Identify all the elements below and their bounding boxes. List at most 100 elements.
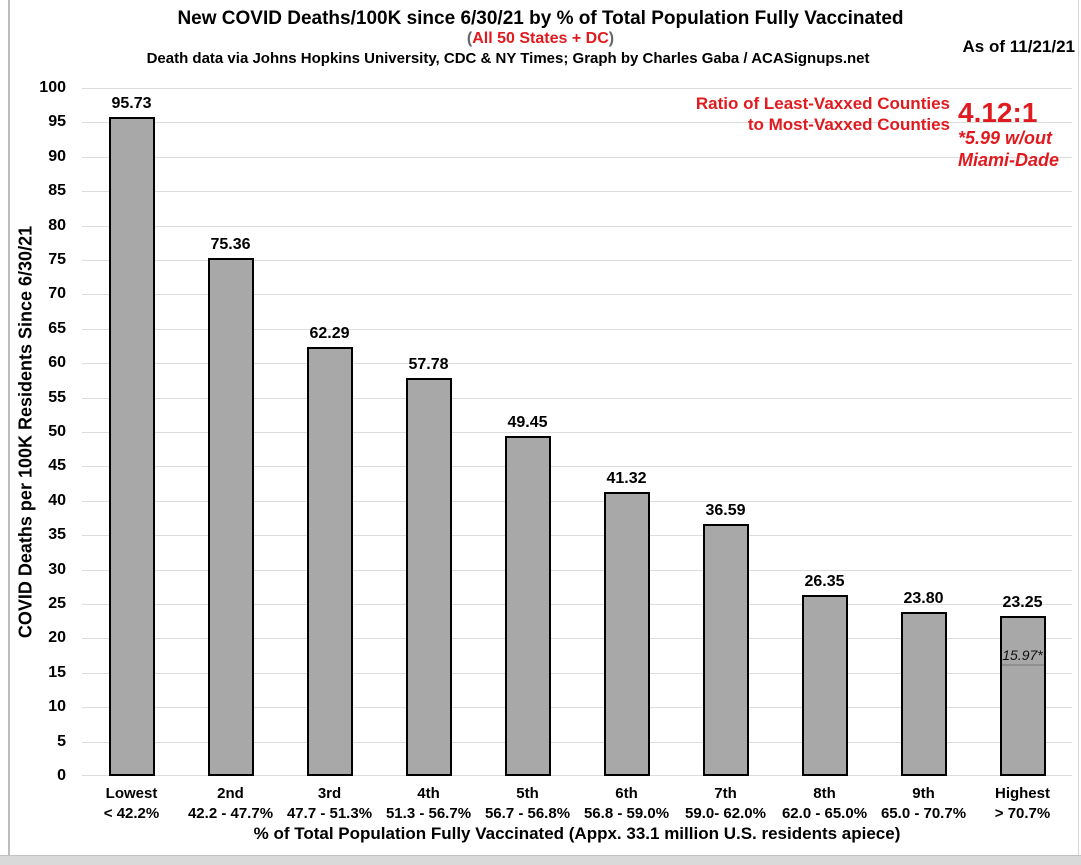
ratio-value-block: 4.12:1 *5.99 w/out Miami-Dade [958,98,1059,171]
x-tick-range: 47.7 - 51.3% [286,805,373,822]
bar [207,257,254,776]
ratio-label-line2: to Most-Vaxxed Counties [747,115,950,134]
chart-title: New COVID Deaths/100K since 6/30/21 by %… [177,8,904,29]
bottom-scroll-strip [0,855,1081,865]
gridline [82,569,1072,571]
plot-area: 95.73 75.36 62.29 57.78 49.45 41.32 36.59 26.35… [82,88,1072,776]
x-tick-tier: 9th [912,785,935,802]
ratio-label-line1: Ratio of Least-Vaxxed Counties [695,94,950,113]
gridline [82,775,1072,776]
x-tick-tier: 3rd [317,785,342,802]
x-tick-tier: 5th [516,785,539,802]
bar [504,435,551,776]
bar-column: 36.59 [676,88,775,776]
gridline [82,397,1072,399]
x-tick-range: 56.8 - 59.0% [583,805,670,822]
bar [405,378,452,776]
y-tick-label: 50 [48,423,66,440]
x-tick-range: > 70.7% [994,805,1051,822]
gridline [82,122,1072,124]
y-tick-label: 20 [48,629,66,647]
x-tick-label: 8th 62.0 - 65.0% [775,784,874,824]
x-tick-label: 5th 56.7 - 56.8% [478,784,577,824]
gridline [82,500,1072,502]
y-tick-label: 35 [48,526,66,544]
x-axis-title: % of Total Population Fully Vaccinated (… [253,824,901,843]
gridline [82,260,1072,261]
ratio-note-line2: Miami-Dade [958,150,1060,170]
bar-value-label: 36.59 [705,502,746,520]
x-tick-label: Highest > 70.7% [973,784,1072,824]
x-tick-tier: 8th [813,785,836,802]
y-tick-label: 90 [48,147,66,165]
x-tick-label: 4th 51.3 - 56.7% [379,784,478,824]
bar-value-label: 23.80 [903,590,944,608]
bar-column: 26.35 [775,88,874,776]
gridline [82,225,1072,227]
gridline [82,432,1072,433]
y-tick-label: 5 [57,732,66,750]
bar [108,117,155,776]
x-tick-label: 2nd 42.2 - 47.7% [181,784,280,824]
bar-value-label: 95.73 [111,95,152,113]
gridline [82,191,1072,193]
bar-column: 95.73 [82,88,181,776]
gridline [82,604,1072,605]
y-tick-label: 10 [48,698,66,716]
x-tick-range: 62.0 - 65.0% [781,805,868,822]
x-tick-range: 51.3 - 56.7% [385,805,472,822]
x-tick-range: < 42.2% [103,805,160,822]
y-tick-label: 40 [48,491,66,509]
bar-column: 23.25 15.97* [973,88,1072,776]
ratio-note-line1: *5.99 w/out [958,128,1053,148]
bar [603,491,650,776]
x-tick-tier: 2nd [217,785,244,802]
y-tick-label: 100 [39,79,66,96]
chart-subtitle: (All 50 States + DC) [0,30,1081,48]
x-tick-tier: 4th [417,785,440,802]
as-of-date: As of 11/21/21 [962,37,1075,56]
gridline [82,88,1072,89]
gridline [82,638,1072,640]
subtitle-text: All 50 States + DC [472,30,609,47]
gridline [82,156,1072,158]
bar-value-label: 75.36 [210,235,251,253]
ratio-annotation: Ratio of Least-Vaxxed Counties to Most-V… [560,93,1059,171]
gridline [82,294,1072,296]
x-tick-tier: Lowest [105,785,158,802]
x-tick-label: 6th 56.8 - 59.0% [577,784,676,824]
subtitle-paren-open: ( [466,30,473,47]
gridline [82,535,1072,537]
x-tick-label: 7th 59.0- 62.0% [676,784,775,824]
subtitle-paren-close: ) [608,30,615,47]
y-tick-label: 80 [48,216,66,234]
x-tick-tier: Highest [994,785,1050,802]
y-tick-label: 60 [48,354,66,372]
x-axis-tick-labels: Lowest < 42.2% 2nd 42.2 - 47.7% 3rd 47.7 - 51… [82,784,1072,824]
y-tick-label: 95 [48,113,66,131]
y-axis-tick-labels: 0 5 10 15 20 25 30 35 40 45 50 55 60 65 70 75 80 85 90 95 10… [0,79,72,784]
bar-column: 41.32 [577,88,676,776]
y-tick-label: 30 [48,560,66,578]
gridline [82,672,1072,674]
y-tick-label: 85 [48,182,66,200]
y-tick-label: 55 [48,388,66,406]
x-tick-range: 42.2 - 47.7% [187,805,274,822]
bar-value-label: 49.45 [507,413,548,431]
bar-column: 62.29 [280,88,379,776]
bar [702,524,749,776]
bar [801,594,848,776]
ratio-value: 4.12:1 [958,97,1038,128]
x-tick-range: 59.0- 62.0% [685,805,766,822]
bar [306,347,353,776]
bar-columns: 95.73 75.36 62.29 57.78 49.45 41.32 36.59 26.35… [82,88,1072,776]
y-tick-label: 65 [48,319,66,337]
ratio-note: *5.99 w/out Miami-Dade [958,127,1059,171]
bar-column: 57.78 [379,88,478,776]
bar-value-label: 26.35 [804,572,845,590]
inner-bar-note: 15.97* [1001,647,1044,667]
ratio-label: Ratio of Least-Vaxxed Counties to Most-V… [560,93,950,171]
gridline [82,328,1072,330]
bar-column: 49.45 [478,88,577,776]
